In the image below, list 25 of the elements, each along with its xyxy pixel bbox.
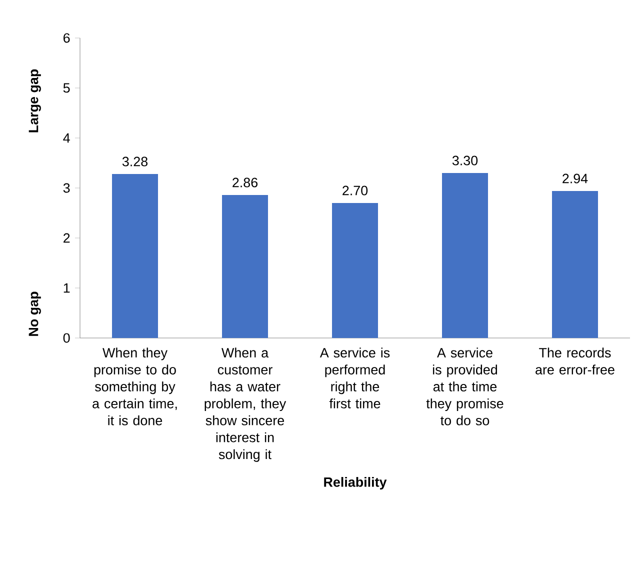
data-label: 2.86 — [232, 178, 258, 188]
y-tick-label: 4 — [63, 133, 70, 143]
x-axis-title: Reliability — [324, 476, 387, 490]
y-axis-title: Large gap — [28, 69, 41, 132]
data-label: 3.30 — [452, 156, 478, 166]
data-label: 3.28 — [122, 156, 148, 166]
bar — [442, 172, 488, 338]
y-tick-label: 5 — [63, 83, 70, 93]
x-tick-label: When they promise to do something by a certain time, it is done — [92, 348, 177, 426]
y-tick-label: 2 — [64, 233, 70, 243]
y-tick-label: 1 — [64, 283, 70, 293]
bar — [112, 174, 158, 338]
text: No gap — [28, 292, 41, 336]
y-tick-label: 6 — [64, 33, 70, 43]
bar — [332, 202, 378, 338]
x-tick-label: When a customer has a water problem, they show sincere interest in solving it — [204, 348, 286, 462]
data-label: 2.70 — [342, 186, 368, 196]
x-tick-label: The records are error-free — [536, 348, 614, 374]
y-tick-label: 0 — [63, 333, 70, 343]
bar — [222, 194, 268, 338]
y-tick-label: 3 — [63, 183, 70, 193]
data-label: 2.94 — [562, 174, 588, 184]
x-tick-label: A service is provided at the time they promise to do so — [426, 348, 504, 426]
bar — [552, 190, 598, 338]
x-tick-label: A service is performed right the first time — [320, 348, 390, 408]
